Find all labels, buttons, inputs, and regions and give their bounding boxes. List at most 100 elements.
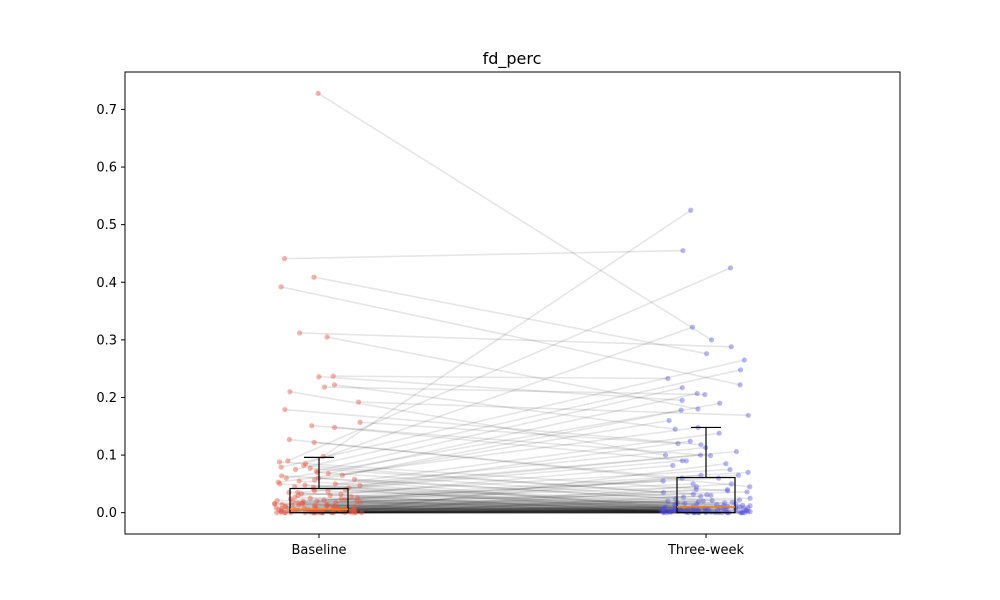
three-week-point: [695, 507, 701, 513]
three-week-point: [703, 351, 710, 357]
three-week-point: [695, 406, 701, 412]
baseline-point: [272, 500, 278, 507]
pair-line: [294, 496, 728, 508]
baseline-point: [332, 503, 338, 509]
baseline-point: [311, 477, 318, 483]
pair-line: [326, 504, 748, 509]
baseline-point: [307, 465, 313, 471]
three-week-point: [728, 481, 735, 487]
pair-line: [315, 510, 749, 514]
pair-line: [309, 510, 664, 513]
box-plots: [289, 426, 736, 514]
three-week-point: [707, 453, 714, 459]
pair-line: [294, 485, 688, 511]
baseline-point: [272, 501, 278, 507]
pair-line: [345, 488, 674, 512]
y-tick-label: 0.0: [96, 506, 117, 521]
three-week-point: [717, 400, 723, 406]
data-points: [272, 90, 753, 516]
pair-line: [326, 500, 704, 507]
x-axis: Baseline Three-week: [291, 534, 745, 558]
y-tick-label: 0.7: [96, 103, 117, 118]
three-week-point: [724, 487, 730, 493]
baseline-point: [357, 483, 363, 489]
pair-line: [313, 446, 706, 489]
three-week-point: [665, 375, 671, 382]
three-week-point: [728, 344, 734, 350]
pair-line: [335, 432, 720, 485]
pair-line: [337, 504, 724, 509]
pair-line: [341, 483, 732, 513]
pair-line: [290, 498, 721, 509]
pair-line: [305, 510, 682, 514]
pair-line: [310, 510, 682, 513]
baseline-point: [325, 470, 331, 477]
three-week-point: [666, 417, 672, 424]
three-week-point: [667, 508, 674, 515]
three-week-point: [739, 510, 746, 516]
three-week-point: [661, 505, 667, 511]
three-week-point: [689, 324, 696, 330]
three-week-point: [690, 481, 696, 487]
pair-line: [317, 92, 712, 341]
three-week-point: [688, 207, 694, 213]
y-tick-label: 0.6: [96, 161, 117, 176]
pair-line: [276, 503, 675, 509]
baseline-point: [315, 90, 321, 96]
baseline-point: [274, 510, 280, 516]
baseline-point: [351, 510, 357, 516]
baseline-point: [303, 461, 309, 467]
pair-line: [353, 509, 699, 514]
three-week-point: [695, 499, 702, 505]
baseline-point: [324, 334, 330, 340]
y-tick-label: 0.1: [96, 449, 117, 464]
pair-line: [326, 336, 699, 410]
baseline-point: [278, 508, 284, 515]
three-week-point: [693, 501, 700, 507]
pair-line: [333, 506, 740, 510]
three-week-point: [722, 500, 728, 506]
three-week-point: [698, 442, 704, 448]
baseline-point: [357, 419, 363, 425]
three-week-point: [733, 507, 739, 513]
pair-line: [289, 390, 666, 456]
pair-line: [282, 497, 751, 506]
three-week-point: [664, 510, 670, 516]
three-week-point: [737, 367, 744, 373]
three-week-point: [658, 508, 664, 514]
pair-line: [359, 440, 691, 487]
baseline-point: [275, 479, 281, 485]
y-axis: 0.0 0.1 0.2 0.3 0.4 0.5 0.6 0.7: [96, 103, 125, 521]
pair-line: [330, 494, 669, 513]
baseline-point: [292, 494, 298, 500]
three-week-point: [744, 489, 750, 495]
baseline-point: [295, 492, 301, 499]
pair-line: [313, 276, 707, 355]
pair-line: [333, 506, 675, 512]
axes-frame: [124, 71, 901, 535]
baseline-point: [282, 510, 289, 516]
pair-line: [332, 488, 697, 513]
pair-line: [318, 477, 666, 508]
three-week-point: [690, 506, 696, 512]
pair-line: [328, 392, 698, 475]
three-week-point: [736, 504, 742, 510]
baseline-point: [324, 501, 330, 507]
three-week-point: [729, 499, 735, 505]
pair-line: [279, 461, 728, 492]
three-week-point: [721, 506, 727, 512]
three-week-point: [714, 502, 720, 508]
three-week-point: [745, 505, 751, 511]
pair-line: [335, 488, 728, 504]
baseline-point: [286, 436, 292, 443]
three-week-point: [723, 506, 729, 512]
three-week-point: [747, 508, 753, 515]
baseline-point: [278, 509, 285, 515]
pair-line: [298, 503, 693, 508]
three-week-point: [694, 390, 700, 397]
three-week-point: [741, 357, 747, 363]
box-baseline: [289, 456, 349, 514]
pair-line: [318, 375, 683, 402]
baseline-point: [324, 503, 330, 509]
